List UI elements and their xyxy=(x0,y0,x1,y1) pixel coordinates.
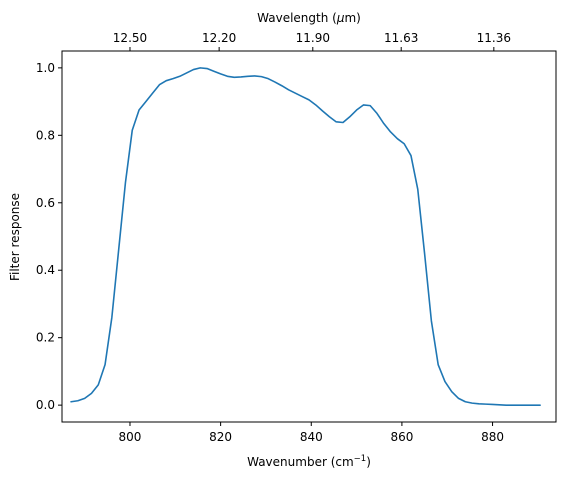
y-tick-label: 0.0 xyxy=(36,398,55,412)
x-tick-label: 820 xyxy=(209,430,232,444)
top-x-tick-label: 12.20 xyxy=(202,31,236,45)
y-tick-label: 0.4 xyxy=(36,263,55,277)
top-x-axis-title: Wavelength (μm) xyxy=(257,11,361,25)
filter-response-line xyxy=(70,67,541,406)
x-axis-title: Wavenumber (cm−1) xyxy=(247,454,371,469)
x-tick-label: 840 xyxy=(300,430,323,444)
top-x-tick-label: 11.63 xyxy=(384,31,418,45)
y-tick-label: 1.0 xyxy=(36,61,55,75)
x-tick-label: 800 xyxy=(119,430,142,444)
y-tick-label: 0.2 xyxy=(36,331,55,345)
top-x-axis: 12.50 12.20 11.90 11.63 11.36 xyxy=(113,31,511,51)
x-tick-label: 860 xyxy=(390,430,413,444)
top-x-tick-label: 12.50 xyxy=(113,31,147,45)
top-x-tick-label: 11.36 xyxy=(477,31,511,45)
bottom-x-axis: 800 820 840 860 880 xyxy=(119,422,504,444)
y-tick-label: 0.8 xyxy=(36,128,55,142)
x-tick-label: 880 xyxy=(481,430,504,444)
left-y-axis: 0.0 0.2 0.4 0.6 0.8 1.0 xyxy=(36,61,62,412)
plot-frame xyxy=(61,50,557,423)
top-x-tick-label: 11.90 xyxy=(296,31,330,45)
y-tick-label: 0.6 xyxy=(36,196,55,210)
y-axis-title: Filter response xyxy=(8,193,22,281)
